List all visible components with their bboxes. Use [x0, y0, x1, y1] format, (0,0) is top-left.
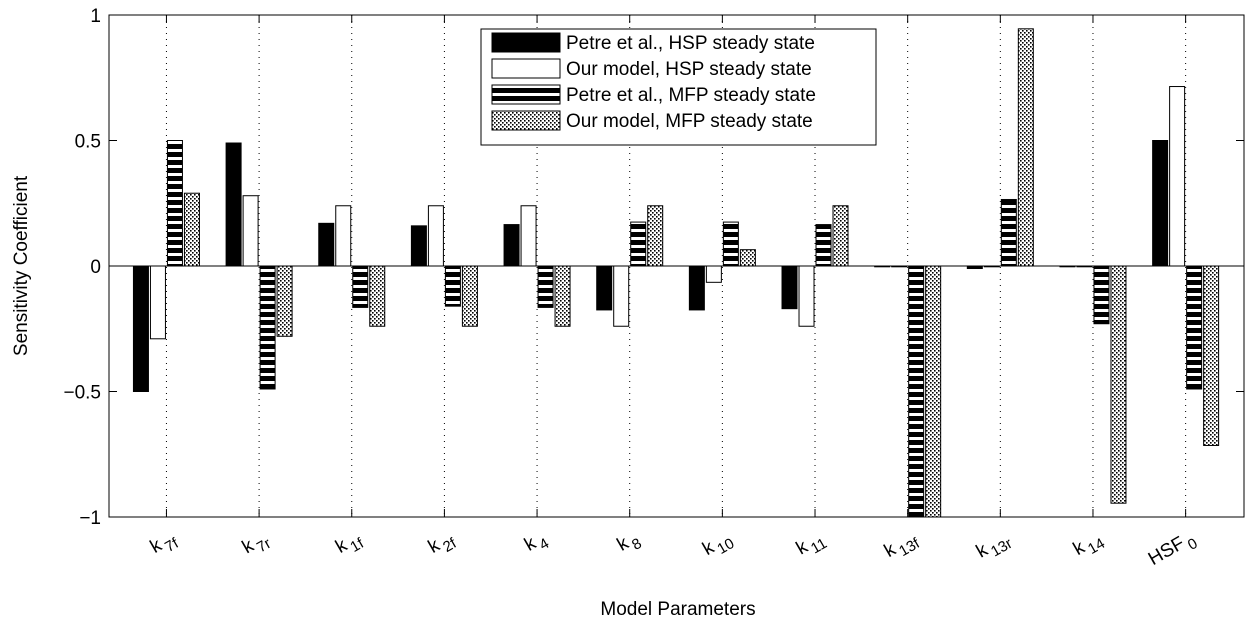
bar-k_7f-series-1 — [132, 265, 149, 392]
bar-k_10-series-1 — [688, 265, 705, 311]
y-tick-label: 0.5 — [75, 132, 101, 153]
bar-k_2f-series-4 — [461, 265, 478, 327]
bar-k_13r-series-4 — [1017, 28, 1034, 267]
y-tick-label: −0.5 — [63, 383, 101, 404]
bar-k_13r-series-3 — [1000, 198, 1017, 267]
bar-k_4-series-2 — [520, 205, 537, 267]
bar-k_13f-series-3 — [908, 265, 925, 518]
y-tick-label: 1 — [90, 6, 101, 27]
y-tick-label: −1 — [79, 508, 101, 529]
bar-k_11-series-4 — [832, 205, 849, 267]
bar-k_7f-series-4 — [183, 192, 200, 267]
bar-k_8-series-3 — [630, 221, 647, 267]
legend: Petre et al., HSP steady state Our model,… — [480, 28, 877, 146]
x-tick-label-k_11: k11 — [793, 527, 830, 564]
bar-k_8-series-4 — [647, 205, 664, 267]
bar-k_10-series-4 — [739, 249, 756, 267]
bar-k_11-series-3 — [815, 224, 832, 267]
x-tick-label-k_7r: k7r — [239, 527, 274, 562]
y-axis-title: Sensitivity Coefficient — [11, 175, 32, 356]
legend-swatch-2 — [491, 58, 561, 79]
legend-label-4: Our model, MFP steady state — [566, 111, 813, 132]
legend-swatch-3 — [491, 84, 561, 105]
bar-k_1f-series-4 — [369, 265, 386, 327]
bar-HSF_0-series-2 — [1169, 86, 1186, 267]
x-axis-title: Model Parameters — [600, 599, 755, 620]
bar-k_8-series-2 — [613, 265, 630, 327]
legend-label-3: Petre et al., MFP steady state — [566, 85, 816, 106]
bar-HSF_0-series-1 — [1152, 140, 1169, 267]
bar-k_2f-series-1 — [410, 225, 427, 267]
bar-k_7f-series-2 — [149, 265, 166, 340]
x-tick-label-k_8: k8 — [614, 527, 645, 560]
bar-k_4-series-4 — [554, 265, 571, 327]
x-tick-label-k_10: k10 — [699, 527, 737, 564]
legend-swatch-1 — [491, 32, 561, 53]
x-tick-label-k_7f: k7f — [147, 527, 182, 562]
axes: −1 −0.5 0 0.5 1 k7f k7r k1f k2f k4 k8 k10 k11 k13f k13… — [63, 6, 1245, 574]
bar-k_14-series-4 — [1110, 265, 1127, 504]
bar-k_14-series-3 — [1093, 265, 1110, 325]
x-tick-label-k_13r: k13r — [973, 527, 1016, 567]
bar-k_11-series-1 — [781, 265, 798, 310]
x-tick-label-k_2f: k2f — [425, 527, 460, 562]
legend-label-2: Our model, HSP steady state — [566, 59, 812, 80]
legend-label-1: Petre et al., HSP steady state — [566, 33, 815, 54]
bar-k_10-series-2 — [705, 265, 722, 283]
bar-k_1f-series-2 — [335, 205, 352, 267]
bars — [132, 28, 1220, 518]
bar-k_1f-series-1 — [318, 222, 335, 267]
bar-HSF_0-series-4 — [1203, 265, 1220, 446]
x-tick-label-k_14: k14 — [1070, 527, 1108, 564]
bar-k_7r-series-3 — [259, 265, 276, 390]
bar-k_7r-series-2 — [242, 195, 259, 267]
bar-k_13f-series-4 — [925, 265, 942, 518]
x-tick-label-HSF_0: HSF0 — [1145, 527, 1201, 574]
bar-k_1f-series-3 — [352, 265, 369, 308]
bar-k_7r-series-4 — [276, 265, 293, 337]
bar-k_4-series-3 — [537, 265, 554, 308]
bar-k_7f-series-3 — [166, 140, 183, 267]
y-tick-label: 0 — [90, 257, 101, 278]
bar-k_11-series-2 — [798, 265, 815, 327]
bar-k_2f-series-2 — [427, 205, 444, 267]
bar-HSF_0-series-3 — [1186, 265, 1203, 390]
bar-k_8-series-1 — [596, 265, 613, 311]
bar-k_7r-series-1 — [225, 142, 242, 267]
legend-swatch-4 — [491, 110, 561, 131]
bar-k_10-series-3 — [722, 221, 739, 267]
x-tick-label-k_4: k4 — [521, 527, 552, 560]
bar-k_2f-series-3 — [444, 265, 461, 307]
bar-k_4-series-1 — [503, 224, 520, 267]
x-tick-label-k_1f: k1f — [332, 527, 367, 562]
x-tick-label-k_13f: k13f — [881, 527, 924, 567]
